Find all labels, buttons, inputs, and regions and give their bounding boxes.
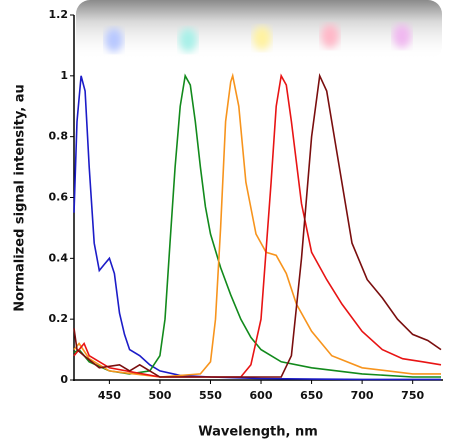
- y-tick-label: 1: [60, 69, 68, 82]
- x-tick-label: 450: [98, 389, 121, 402]
- x-tick-label: 600: [250, 389, 273, 402]
- y-axis-title: Normalized signal intensity, au: [13, 84, 28, 312]
- x-tick-label: 750: [401, 389, 424, 402]
- spectrum-line: [73, 72, 442, 378]
- photo-strip: [76, 0, 442, 60]
- x-tick-label: 550: [199, 389, 222, 402]
- spectrum-line: [73, 73, 442, 378]
- x-tick-label: 650: [300, 389, 323, 402]
- y-tick-label: 0.2: [49, 312, 69, 325]
- spectrum-line: [73, 75, 441, 381]
- x-tick-label: 700: [351, 389, 374, 402]
- x-axis-title: Wavelength, nm: [198, 425, 318, 440]
- y-tick-label: 0.4: [49, 251, 69, 264]
- y-tick-label: 1.2: [49, 8, 69, 21]
- y-tick-label: 0.6: [49, 191, 69, 204]
- x-tick-label: 500: [148, 389, 171, 402]
- y-tick-label: 0: [60, 373, 68, 386]
- y-tick-label: 0.8: [49, 130, 69, 143]
